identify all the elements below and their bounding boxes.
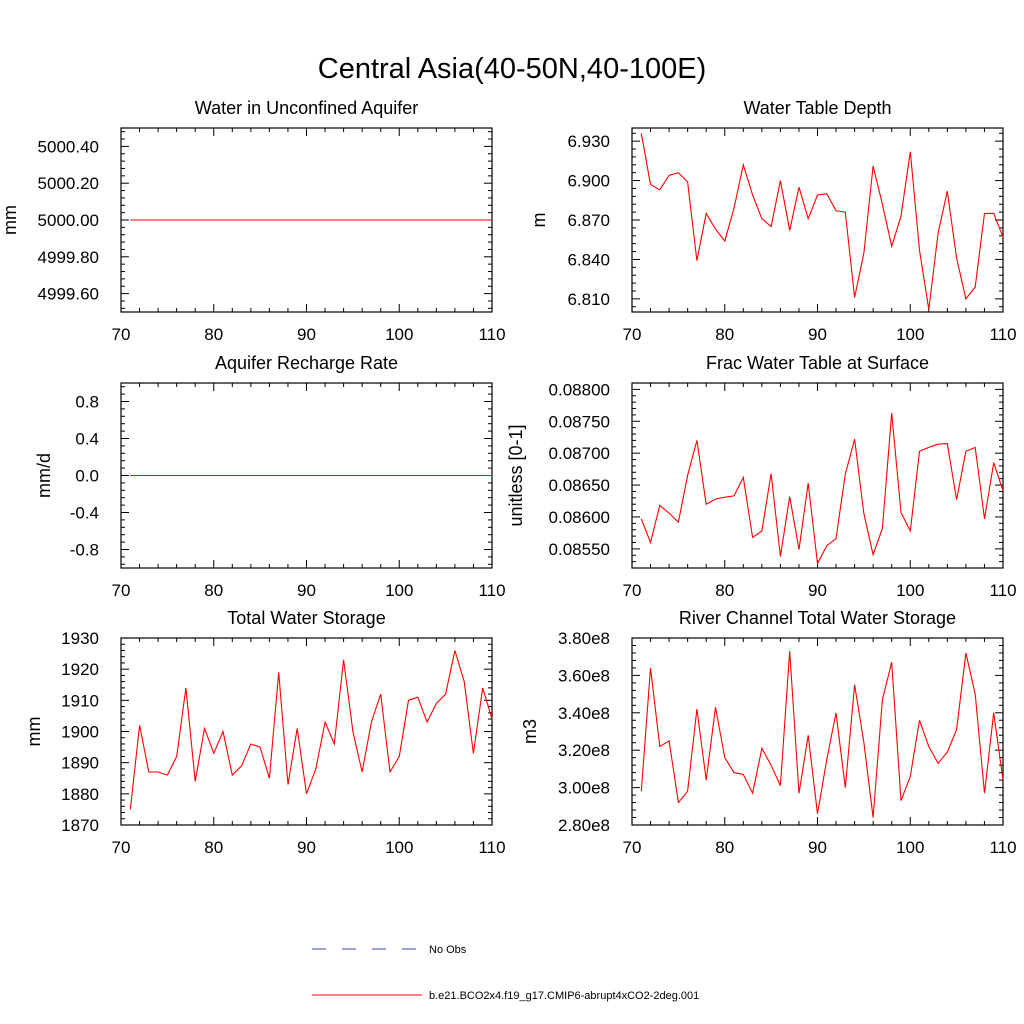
y-axis-label: mm/d [34, 453, 54, 498]
y-tick-label: 4999.80 [38, 248, 99, 267]
panel-title: Frac Water Table at Surface [706, 353, 929, 373]
y-tick-label: 1880 [61, 785, 99, 804]
y-tick-label: 3.60e8 [558, 666, 610, 685]
y-tick-label: 0.08700 [549, 444, 610, 463]
y-tick-label: -0.8 [70, 541, 99, 560]
panel-title: River Channel Total Water Storage [679, 608, 956, 628]
x-tick-label: 100 [896, 325, 924, 344]
y-tick-label: 0.08800 [549, 380, 610, 399]
series-line-0 [129, 650, 493, 810]
x-tick-label: 110 [989, 838, 1016, 857]
y-tick-label: 6.900 [567, 172, 610, 191]
y-tick-label: 0.8 [75, 393, 99, 412]
x-tick-label: 70 [623, 325, 642, 344]
y-axis-label: mm [0, 205, 20, 235]
y-tick-label: 6.810 [567, 290, 610, 309]
x-tick-label: 70 [623, 581, 642, 600]
plot-frame [120, 637, 493, 826]
x-tick-label: 90 [808, 838, 827, 857]
x-tick-label: 80 [204, 581, 223, 600]
x-tick-label: 70 [112, 581, 131, 600]
figure-title: Central Asia(40-50N,40-100E) [318, 53, 706, 85]
x-tick-label: 70 [112, 325, 131, 344]
series-line-0 [640, 412, 1004, 566]
y-tick-label: 0.4 [75, 430, 99, 449]
x-tick-label: 100 [896, 838, 924, 857]
panel-5: River Channel Total Water Storage m3 70 80 9… [520, 608, 1017, 857]
plot-frame [631, 637, 1004, 826]
panel-title: Water in Unconfined Aquifer [195, 98, 418, 118]
x-tick-label: 80 [715, 838, 734, 857]
y-tick-label: 0.08750 [549, 412, 610, 431]
x-tick-label: 80 [715, 581, 734, 600]
y-tick-label: 0.08600 [549, 508, 610, 527]
x-tick-label: 100 [385, 325, 413, 344]
x-tick-label: 90 [297, 838, 316, 857]
panel-1: Water Table Depth m 70 80 90 100 110 6.810 6.840… [529, 98, 1017, 344]
y-tick-label: 5000.00 [38, 211, 99, 230]
y-axis-label: m [529, 213, 549, 228]
y-tick-label: 3.80e8 [558, 629, 610, 648]
x-tick-label: 80 [204, 325, 223, 344]
panel-3: Frac Water Table at Surface unitless [0-1… [506, 353, 1017, 600]
y-tick-label: 1900 [61, 723, 99, 742]
x-tick-label: 90 [808, 325, 827, 344]
y-tick-label: -0.4 [70, 504, 99, 523]
x-tick-label: 110 [478, 581, 505, 600]
x-tick-label: 70 [623, 838, 642, 857]
series-line-0 [640, 651, 1004, 818]
y-tick-label: 0.0 [75, 467, 99, 486]
y-tick-label: 5000.20 [38, 174, 99, 193]
x-tick-label: 110 [989, 581, 1016, 600]
y-tick-label: 1920 [61, 660, 99, 679]
x-tick-label: 90 [297, 581, 316, 600]
y-axis-label: mm [24, 717, 44, 747]
panel-4: Total Water Storage mm 70 80 90 100 110 1870 188… [24, 608, 506, 857]
panel-2: Aquifer Recharge Rate mm/d 70 80 90 100 110 -0.… [34, 353, 506, 600]
series-line-0 [640, 133, 1004, 310]
legend: No Obs b.e21.BCO2x4.f19_g17.CMIP6-abrupt… [312, 944, 699, 1002]
y-tick-label: 6.840 [567, 250, 610, 269]
panel-title: Total Water Storage [227, 608, 385, 628]
x-tick-label: 80 [204, 838, 223, 857]
y-tick-label: 1930 [61, 629, 99, 648]
x-tick-label: 100 [385, 581, 413, 600]
x-tick-label: 70 [112, 838, 131, 857]
x-tick-label: 100 [896, 581, 924, 600]
x-tick-label: 110 [478, 838, 505, 857]
y-tick-label: 6.930 [567, 132, 610, 151]
panel-title: Water Table Depth [743, 98, 891, 118]
x-tick-label: 80 [715, 325, 734, 344]
y-tick-label: 3.20e8 [558, 741, 610, 760]
y-axis-label: unitless [0-1] [506, 424, 526, 526]
y-tick-label: 6.870 [567, 211, 610, 230]
y-tick-label: 5000.40 [38, 137, 99, 156]
y-tick-label: 4999.60 [38, 285, 99, 304]
y-tick-label: 1870 [61, 816, 99, 835]
y-tick-label: 0.08650 [549, 476, 610, 495]
plot-frame [631, 127, 1004, 313]
y-tick-label: 0.08550 [549, 540, 610, 559]
x-tick-label: 90 [808, 581, 827, 600]
legend-label-no-obs: No Obs [429, 944, 467, 956]
legend-label-model: b.e21.BCO2x4.f19_g17.CMIP6-abrupt4xCO2-2… [429, 990, 699, 1002]
panel-0: Water in Unconfined Aquifer mm 70 80 90 100 11… [0, 98, 506, 344]
y-tick-label: 1890 [61, 754, 99, 773]
y-axis-label: m3 [520, 719, 540, 744]
panel-title: Aquifer Recharge Rate [215, 353, 398, 373]
x-tick-label: 110 [478, 325, 505, 344]
x-tick-label: 100 [385, 838, 413, 857]
y-tick-label: 1910 [61, 691, 99, 710]
panels-group: Water in Unconfined Aquifer mm 70 80 90 100 11… [0, 98, 1017, 857]
x-tick-label: 110 [989, 325, 1016, 344]
y-tick-label: 2.80e8 [558, 816, 610, 835]
y-tick-label: 3.40e8 [558, 704, 610, 723]
x-tick-label: 90 [297, 325, 316, 344]
y-tick-label: 3.00e8 [558, 779, 610, 798]
